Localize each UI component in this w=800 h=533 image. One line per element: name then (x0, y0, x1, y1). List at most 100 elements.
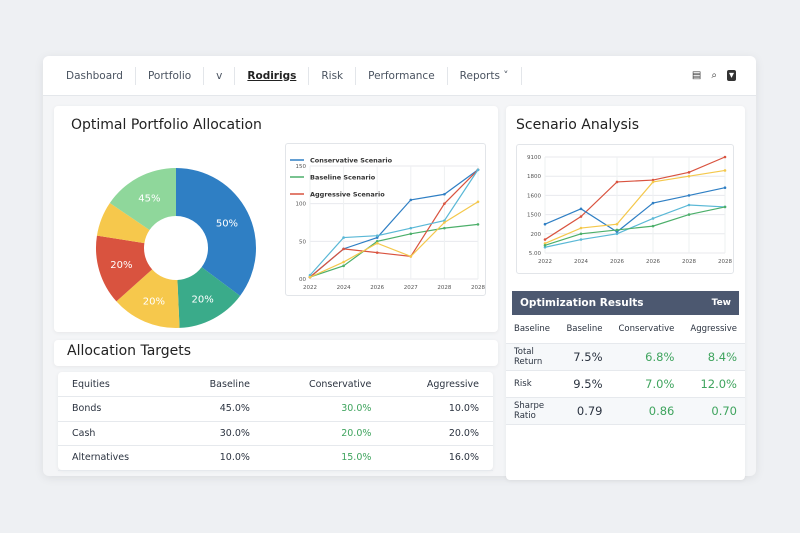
table-cell: 20.0% (385, 421, 493, 446)
nav-item-1[interactable]: Portfolio (136, 66, 205, 85)
y-tick-label: 00 (299, 277, 306, 283)
column-header: Baseline (506, 316, 559, 344)
allocation-card: Optimal Portfolio Allocation 50% 20% 20% 20… (54, 106, 498, 332)
table-cell: 30.0% (263, 396, 386, 422)
data-point (687, 194, 691, 197)
data-point (579, 215, 583, 218)
series-line (544, 169, 726, 244)
data-point (615, 222, 619, 226)
series-line (309, 169, 479, 278)
data-point (443, 221, 446, 224)
nav-item-0[interactable]: Dashboard (66, 66, 136, 85)
donut-label: 20% (143, 297, 165, 308)
nav-item-6[interactable]: Reports ˅ (448, 66, 522, 85)
table-row: Bonds 45.0% 30.0% 10.0% (58, 396, 493, 422)
data-point (579, 232, 583, 236)
column-header: Baseline (558, 316, 611, 344)
data-point (476, 223, 480, 226)
download-icon[interactable]: ▾ (726, 70, 736, 81)
search-icon[interactable]: ⌕ (711, 70, 717, 81)
column-header: Conservative (610, 316, 683, 344)
data-point (687, 213, 691, 216)
table-cell: 12.0% (682, 370, 745, 398)
data-point (723, 155, 727, 159)
data-point (308, 275, 312, 279)
data-point (579, 226, 583, 230)
nav-item-2[interactable]: v (204, 66, 236, 85)
x-tick-label: 2028 (718, 259, 732, 265)
data-point (543, 242, 547, 245)
data-point (543, 244, 547, 247)
data-point (476, 168, 480, 172)
data-point (651, 180, 655, 184)
x-tick-label: 2024 (337, 285, 351, 291)
data-point (443, 202, 446, 205)
scenario-line-chart: 5.00 200 1500 1600 1800 9100 2022 2024 2026 2026 2… (527, 155, 732, 265)
table-cell: 15.0% (263, 445, 386, 471)
y-tick-label: 100 (296, 202, 307, 208)
y-tick-label: 5.00 (529, 251, 542, 257)
series-line (309, 169, 479, 276)
results-title: Optimization Results (520, 297, 644, 309)
table-cell: 7.0% (610, 370, 683, 398)
data-point (342, 264, 345, 268)
legend-label: Baseline Scenario (310, 174, 376, 182)
scenario-title: Scenario Analysis (516, 117, 639, 133)
x-tick-label: 2028 (471, 285, 485, 291)
table-cell: 20.0% (263, 421, 386, 446)
data-point (651, 217, 655, 220)
scenario-card: Scenario Analysis 5.00 200 1500 1600 1800 910… (506, 106, 745, 480)
x-tick-label: 2028 (437, 285, 451, 291)
results-action[interactable]: Tew (711, 298, 731, 308)
data-point (409, 198, 413, 202)
data-point (651, 224, 655, 228)
series-line (309, 223, 479, 278)
nav-item-3[interactable]: Rodirigs (235, 66, 310, 85)
nav-item-5[interactable]: Performance (356, 66, 448, 85)
save-icon[interactable]: ▤ (691, 70, 702, 81)
data-point (409, 226, 413, 230)
donut-slice (96, 203, 150, 244)
x-tick-label: 2026 (370, 285, 384, 291)
data-point (375, 234, 379, 237)
table-cell: Risk (506, 370, 559, 398)
donut-label: 45% (138, 194, 160, 205)
data-point (687, 174, 691, 178)
data-point (687, 171, 691, 174)
nav-item-4[interactable]: Risk (309, 66, 357, 85)
series-line (309, 201, 479, 278)
targets-card: Equities Baseline Conservative Aggressive Bo… (58, 372, 493, 471)
series-line (544, 156, 726, 241)
scenario-chart-panel: 5.00 200 1500 1600 1800 9100 2022 2024 2026 2026 2… (516, 144, 734, 274)
data-point (443, 219, 446, 222)
results-table: Baseline Baseline Conservative Aggressive To… (506, 316, 745, 425)
donut-label: 50% (216, 218, 238, 229)
table-cell: 0.86 (610, 397, 683, 425)
column-header: Equities (58, 372, 173, 397)
table-cell: 0.79 (558, 397, 611, 425)
donut-slice (177, 267, 241, 328)
data-point (651, 201, 655, 205)
allocation-donut-chart: 50% 20% 20% 20% 45% (96, 168, 256, 328)
y-tick-label: 9100 (527, 155, 541, 161)
data-point (443, 226, 446, 230)
data-point (651, 178, 655, 182)
table-cell: Alternatives (58, 445, 173, 471)
table-cell: 30.0% (172, 421, 264, 446)
dashboard-window: Dashboard Portfolio v Rodirigs Risk Performan… (43, 56, 756, 480)
series-line (544, 206, 726, 246)
table-cell: 9.5% (558, 370, 611, 398)
data-point (342, 247, 345, 251)
donut-slice (116, 269, 180, 328)
targets-title: Allocation Targets (67, 343, 192, 359)
column-header: Aggressive (682, 316, 745, 344)
data-point (615, 228, 619, 232)
data-point (342, 260, 345, 264)
data-point (723, 205, 727, 209)
table-cell: 10.0% (172, 445, 264, 471)
data-point (687, 203, 691, 207)
data-point (615, 180, 619, 184)
data-point (615, 230, 619, 234)
y-tick-label: 1800 (527, 174, 541, 180)
projection-chart-panel: 00 50 100 150 2022 2024 2026 2027 2028 2028 Conser… (285, 143, 486, 296)
